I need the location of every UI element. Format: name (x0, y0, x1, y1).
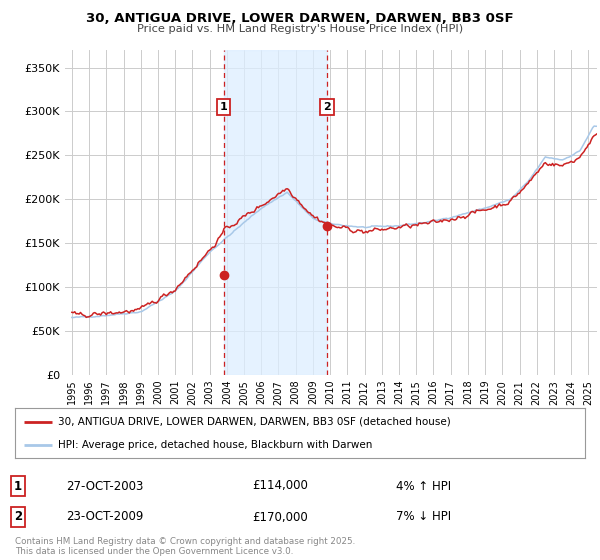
Text: 27-OCT-2003: 27-OCT-2003 (66, 479, 143, 492)
Text: 2: 2 (323, 102, 331, 112)
Text: 7% ↓ HPI: 7% ↓ HPI (396, 511, 451, 524)
Text: 4% ↑ HPI: 4% ↑ HPI (396, 479, 451, 492)
Text: 30, ANTIGUA DRIVE, LOWER DARWEN, DARWEN, BB3 0SF: 30, ANTIGUA DRIVE, LOWER DARWEN, DARWEN,… (86, 12, 514, 25)
Text: 2: 2 (14, 511, 22, 524)
Bar (224, 50, 327, 375)
Text: 23-OCT-2009: 23-OCT-2009 (66, 511, 143, 524)
Text: Price paid vs. HM Land Registry's House Price Index (HPI): Price paid vs. HM Land Registry's House … (137, 24, 463, 34)
Text: 30, ANTIGUA DRIVE, LOWER DARWEN, DARWEN, BB3 0SF (detached house): 30, ANTIGUA DRIVE, LOWER DARWEN, DARWEN,… (58, 417, 451, 427)
Text: 1: 1 (14, 479, 22, 492)
Text: £114,000: £114,000 (252, 479, 308, 492)
Text: £170,000: £170,000 (252, 511, 308, 524)
Text: 1: 1 (220, 102, 227, 112)
Text: HPI: Average price, detached house, Blackburn with Darwen: HPI: Average price, detached house, Blac… (58, 440, 372, 450)
Text: Contains HM Land Registry data © Crown copyright and database right 2025.
This d: Contains HM Land Registry data © Crown c… (15, 537, 355, 557)
